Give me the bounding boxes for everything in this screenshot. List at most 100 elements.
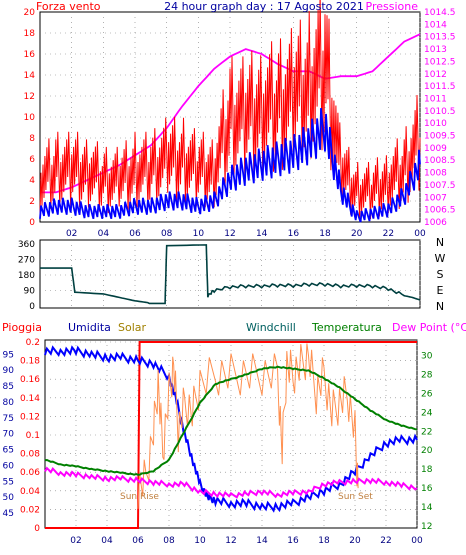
panel1-y-left-tick-9: 18: [24, 29, 36, 39]
panel3-x-tick-11: 00: [411, 536, 423, 546]
panel2-compass-0: N: [436, 236, 444, 249]
panel3-humidity-tick-6: 75: [3, 414, 14, 424]
panel1-y-right-tick-14: 1013: [424, 45, 447, 55]
panel3-humidity-tick-1: 50: [3, 493, 15, 503]
panel1-series-2: [39, 108, 421, 223]
panel2-y-tick-2: 180: [18, 271, 35, 281]
panel3-rain-tick-5: 0.1: [26, 431, 40, 441]
panel2-compass-1: W: [435, 252, 446, 265]
panel1-y-right-tick-3: 1007.5: [424, 181, 456, 191]
panel1-y-right-tick-1: 1006.5: [424, 206, 456, 216]
panel1-x-tick-7: 16: [288, 229, 300, 239]
panel3-x-tick-10: 22: [380, 536, 391, 546]
panel3-rain-tick-2: 0.04: [20, 487, 40, 497]
panel3-rain-tick-8: 0.16: [20, 375, 40, 385]
panel1-y-right-tick-15: 1013.5: [424, 33, 456, 43]
panel3-x-tick-9: 20: [349, 536, 361, 546]
panel1-y-left-tick-0: 0: [29, 218, 35, 228]
panel3-series-3: [44, 365, 418, 476]
legend-pioggia: Pioggia: [2, 321, 42, 334]
panel3-series-0: [45, 341, 417, 529]
panel3-humidity-tick-5: 70: [3, 430, 15, 440]
panel3-x-tick-7: 16: [287, 536, 299, 546]
panel3-humidity-tick-0: 45: [3, 509, 14, 519]
panel3-humidity-tick-2: 55: [3, 477, 14, 487]
panel3-rain-tick-7: 0.14: [20, 394, 40, 404]
panel1-x-tick-5: 12: [224, 229, 235, 239]
panel1-x-tick-1: 04: [98, 229, 110, 239]
panel3-temp-tick-7: 26: [421, 389, 433, 399]
panel3-x-tick-6: 14: [256, 536, 268, 546]
panel1-y-right-tick-17: 1014.5: [424, 8, 456, 18]
panel1-y-right-tick-13: 1012.5: [424, 57, 456, 67]
panel2-compass-2: S: [437, 268, 444, 281]
panel3-humidity-tick-9: 90: [3, 366, 15, 376]
pressure-axis-label: Pressione: [366, 0, 419, 13]
panel3-x-tick-8: 18: [318, 536, 330, 546]
panel2-series: [40, 244, 421, 305]
panel1-x-tick-4: 10: [193, 229, 205, 239]
panel1-y-right-tick-9: 1010.5: [424, 107, 456, 117]
panel3-temp-tick-9: 30: [421, 351, 433, 361]
panel1-y-left-tick-7: 14: [24, 71, 36, 81]
chart-title: 24 hour graph day : 17 Agosto 2021: [164, 0, 364, 13]
panel3-rain-tick-9: 0.18: [20, 357, 40, 367]
panel2-grid: [40, 240, 421, 308]
panel3-temp-tick-6: 24: [421, 408, 433, 418]
panel2-compass-4: N: [436, 300, 444, 313]
panel1-y-right-tick-11: 1011.5: [424, 82, 456, 92]
panel3-x-tick-3: 08: [163, 536, 175, 546]
panel2-y-tick-4: 360: [18, 240, 35, 250]
panel2-y-tick-0: 0: [29, 302, 35, 312]
panel3-humidity-ticks: 45 50 55 60 65 70 75 80 85 90 95: [3, 350, 15, 519]
panel1-x-tick-2: 06: [129, 229, 141, 239]
panel3-humidity-tick-8: 85: [3, 382, 14, 392]
panel2-y-tick-3: 270: [18, 256, 35, 266]
panel3-series: [44, 341, 418, 529]
panel1-y-right-tick-0: 1006: [424, 218, 447, 228]
climate-panel: 02 04 06 08 10 12 14 16 18 20 22 00 0 0.02 0.04 0.06 0.…: [2, 321, 466, 546]
panel1-series: [39, 0, 421, 223]
panel1-x-tick-11: 00: [414, 229, 426, 239]
panel1-series-1: [39, 0, 421, 220]
panel1-x-tick-10: 22: [383, 229, 394, 239]
panel1-y-left-tick-3: 6: [29, 155, 35, 165]
panel1-y-right-tick-5: 1008.5: [424, 156, 456, 166]
panel3-temp-tick-1: 14: [421, 503, 433, 513]
panel3-temp-tick-2: 16: [421, 484, 433, 494]
panel1-y-left-tick-5: 10: [24, 113, 36, 123]
panel2-series-0: [40, 244, 421, 305]
panel1-x-tick-0: 02: [66, 229, 77, 239]
panel3-rain-tick-0: 0: [34, 524, 40, 534]
legend-windchill: Windchill: [246, 321, 296, 334]
panel3-rain-tick-4: 0.08: [20, 450, 40, 460]
panel3-x-tick-2: 06: [132, 536, 144, 546]
panel3-series-4: [44, 466, 418, 499]
panel1-y-left-tick-1: 2: [29, 197, 35, 207]
panel3-x-tick-4: 10: [194, 536, 206, 546]
panel1-y-right-tick-6: 1009: [424, 144, 447, 154]
panel3-series-1: [44, 345, 418, 513]
wind-pressure-panel: 02 04 06 08 10 12 14 16 18 20 22 00 024681012141618…: [24, 0, 456, 239]
panel1-y-left-ticks: 0 2 4 6 8 10 12 14 16 18 20: [24, 8, 36, 228]
annotation-sunset: Sun Set: [338, 492, 373, 502]
panel3-x-tick-1: 04: [101, 536, 113, 546]
panel3-temp-tick-4: 20: [421, 446, 433, 456]
panel2-y-left-ticks: 0 90 180 270 360: [18, 240, 35, 312]
panel1-y-right-tick-12: 1012: [424, 70, 447, 80]
panel3-humidity-tick-7: 80: [3, 398, 15, 408]
panel1-series-0: [40, 33, 421, 194]
panel1-x-tick-8: 18: [319, 229, 331, 239]
legend-umidita: Umidita: [68, 321, 111, 334]
wind-axis-label: Forza vento: [36, 0, 101, 13]
panel1-y-left-tick-10: 20: [24, 8, 36, 18]
annotation-sunrise: Sun Rise: [120, 492, 159, 502]
panel3-humidity-tick-10: 95: [3, 350, 14, 360]
legend-dewpoint: Dew Point (°C): [392, 321, 466, 334]
panel3-x-ticks: 02 04 06 08 10 12 14 16 18 20 22 00: [70, 536, 423, 546]
panel1-y-right-tick-2: 1007: [424, 193, 447, 203]
panel1-y-right-tick-4: 1008: [424, 169, 447, 179]
